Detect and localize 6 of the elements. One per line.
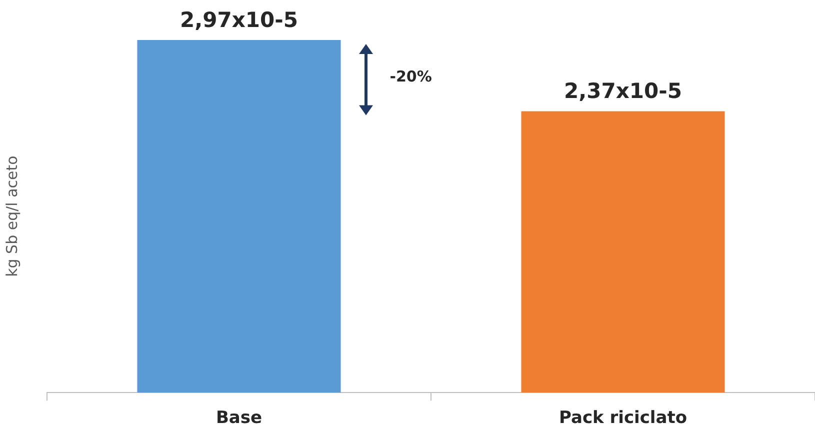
data-label: 2,37x10-5 [564, 79, 682, 104]
annotation: -20% [390, 68, 432, 86]
data-label: 2,97x10-5 [180, 8, 298, 32]
y-axis-title: kg Sb eq/l aceto [2, 156, 21, 277]
x-tick-label: Base [216, 408, 262, 428]
x-tick-label: Pack riciclato [558, 408, 688, 428]
